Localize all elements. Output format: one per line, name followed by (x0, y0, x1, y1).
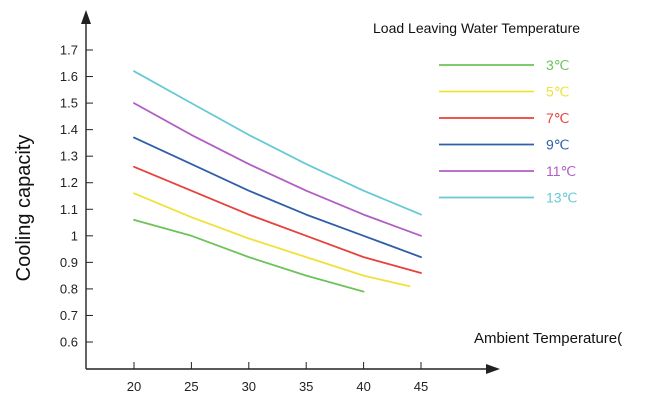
x-axis-title: Ambient Temperature( (474, 330, 622, 347)
x-tick-label: 35 (299, 379, 313, 394)
x-tick-label: 45 (414, 379, 428, 394)
series-line-5 (133, 70, 422, 216)
y-tick-label: 0.8 (60, 281, 78, 296)
legend-layer: Load Leaving Water Temperature 3℃ 5℃ 7℃ 9℃ 1… (373, 20, 580, 206)
series-layer (133, 70, 422, 293)
y-tick-label: 1.3 (60, 149, 78, 164)
legend-label-4: 11℃ (546, 163, 576, 179)
y-axis-title: Cooling capacity (13, 135, 35, 282)
series-line-4 (133, 102, 422, 237)
ticks-layer: 0.6 0.7 0.8 0.9 1 1.1 1.2 1.3 1.4 1.5 1.6 1.7 20 25 30… (60, 43, 428, 395)
series-line-3 (133, 136, 422, 259)
y-tick-label: 1 (71, 228, 78, 243)
y-tick-label: 1.1 (60, 202, 78, 217)
y-tick-label: 0.9 (60, 255, 78, 270)
x-tick-label: 30 (242, 379, 256, 394)
legend-label-2: 7℃ (546, 110, 570, 126)
x-tick-label: 40 (356, 379, 370, 394)
x-axis-arrow (486, 364, 500, 374)
series-line-0 (133, 218, 365, 293)
legend-label-0: 3℃ (546, 57, 570, 73)
series-line-1 (133, 192, 411, 288)
y-tick-label: 1.4 (60, 122, 78, 137)
y-tick-label: 1.5 (60, 96, 78, 111)
x-tick-label: 25 (184, 379, 198, 394)
legend-label-1: 5℃ (546, 84, 570, 100)
y-tick-label: 1.2 (60, 175, 78, 190)
legend-label-5: 13℃ (546, 190, 577, 206)
x-tick-label: 20 (127, 379, 141, 394)
legend-title: Load Leaving Water Temperature (373, 20, 580, 36)
y-tick-label: 0.7 (60, 308, 78, 323)
y-tick-label: 0.6 (60, 335, 78, 350)
axes-layer (81, 10, 500, 374)
y-axis-arrow (81, 10, 91, 24)
y-tick-label: 1.7 (60, 43, 78, 58)
series-line-2 (133, 165, 422, 274)
legend-label-3: 9℃ (546, 137, 570, 153)
y-tick-label: 1.6 (60, 69, 78, 84)
